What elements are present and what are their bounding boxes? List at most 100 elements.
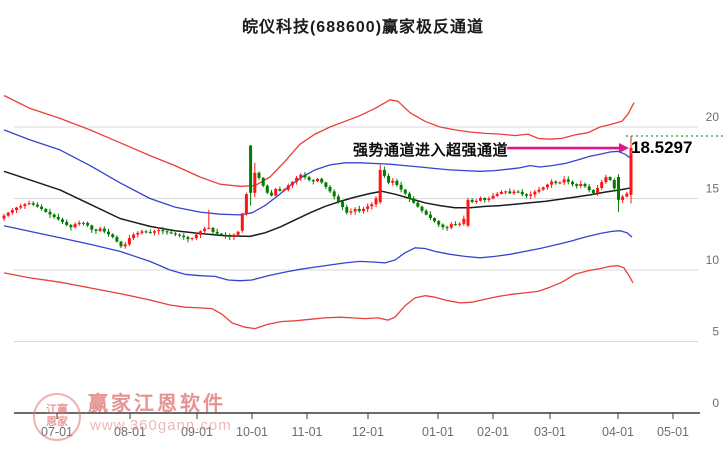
candle-body [366, 206, 370, 209]
candle-body [224, 234, 227, 236]
candle-body [6, 212, 10, 216]
candle-body [111, 234, 115, 238]
candle-body [424, 210, 428, 215]
candle-body [550, 181, 554, 185]
candle-body [487, 198, 491, 200]
candle-body [474, 200, 478, 202]
channel-annotation-label: 强势通道进入超强通道 [353, 142, 509, 159]
channel-mid-black-line [3, 170, 632, 238]
candle-body [165, 231, 169, 233]
candle-body [596, 188, 600, 194]
candle-body [332, 191, 336, 197]
candle-body [579, 184, 583, 186]
candle-body [65, 221, 69, 225]
candle-body [428, 214, 432, 218]
candle-body [625, 193, 629, 197]
candle-body [600, 182, 604, 188]
candle-body [169, 232, 173, 234]
candle-body [387, 175, 391, 183]
candle-body [449, 224, 453, 228]
y-axis-label: 10 [706, 253, 720, 267]
candle-body [571, 181, 574, 185]
candle-body [136, 232, 140, 235]
candle-body [554, 181, 558, 184]
candle-body [512, 191, 516, 194]
candle-body [403, 189, 407, 194]
candle-body [61, 219, 64, 222]
candle-body [190, 238, 194, 240]
candle-body [203, 228, 207, 232]
candle-body [382, 169, 386, 176]
candle-body [286, 185, 290, 190]
candle-body [311, 180, 315, 182]
candle-body [86, 222, 90, 226]
candle-body [336, 196, 340, 202]
candle-body [341, 201, 345, 208]
y-axis-label: 15 [706, 182, 720, 196]
candle-body [458, 223, 462, 225]
candle-body [44, 209, 48, 212]
candle-body [257, 172, 261, 178]
candle-body [612, 180, 616, 189]
candle-body [52, 214, 56, 217]
candle-body [320, 178, 324, 183]
candle-body [470, 199, 474, 202]
candle-body [186, 237, 190, 240]
candle-body [15, 207, 18, 210]
candle-body [391, 180, 395, 183]
candle-body [441, 224, 445, 228]
candle-body [182, 235, 186, 238]
candle-body [374, 198, 378, 205]
candle-body [40, 206, 44, 209]
candle-body [2, 215, 6, 219]
candle-body [303, 174, 307, 178]
candle-body [408, 193, 411, 199]
y-axis-label: 5 [712, 325, 719, 339]
candle-body [328, 186, 332, 192]
candle-body [207, 227, 211, 229]
candle-body [345, 207, 349, 213]
x-axis-label: 01-01 [422, 425, 454, 439]
x-axis-label: 08-01 [114, 425, 146, 439]
candle-body [77, 222, 81, 225]
candle-body [199, 231, 202, 235]
annotation-arrowhead-icon [619, 143, 629, 154]
channel-extreme-top-red-line [3, 94, 635, 187]
candle-body [495, 193, 499, 196]
candle-body [23, 204, 27, 207]
candle-body [115, 237, 119, 242]
candle-body [399, 184, 403, 190]
candle-body [56, 216, 60, 220]
candle-body [462, 218, 466, 224]
candle-body [479, 198, 482, 201]
candle-body [69, 225, 73, 228]
candle-body [420, 206, 424, 211]
candle-body [357, 209, 361, 211]
candle-body [31, 203, 35, 205]
candle-body [516, 191, 520, 193]
channel-upper-blue-line [3, 129, 632, 216]
candle-body [48, 211, 52, 215]
candle-body [236, 231, 240, 235]
candle-body [148, 232, 152, 234]
candle-body [508, 191, 512, 194]
candle-body [604, 177, 608, 183]
candle-body [629, 148, 633, 195]
y-axis-label: 0 [712, 396, 719, 410]
candle-body [173, 233, 177, 235]
candle-body [153, 231, 156, 233]
candle-body [617, 177, 620, 200]
x-axis-label: 03-01 [534, 425, 566, 439]
candle-body [621, 196, 625, 200]
candle-body [491, 195, 495, 199]
candle-body [562, 179, 566, 183]
candle-body [290, 181, 294, 186]
candle-body [395, 180, 399, 185]
candle-body [483, 198, 487, 200]
x-axis-label: 07-01 [41, 425, 73, 439]
candle-body [529, 194, 533, 196]
candle-body [274, 189, 278, 196]
x-axis-label: 09-01 [181, 425, 213, 439]
candle-body [537, 189, 541, 192]
